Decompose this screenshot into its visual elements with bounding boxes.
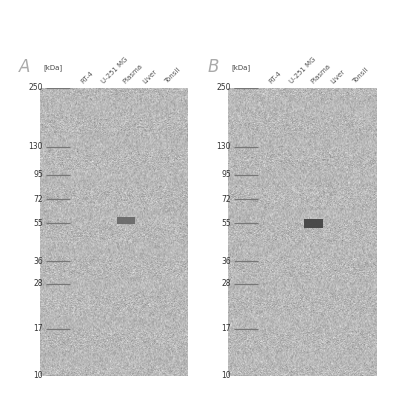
Text: U-251 MG: U-251 MG	[289, 56, 318, 85]
Text: 130: 130	[216, 142, 231, 151]
Text: 17: 17	[33, 324, 43, 333]
Text: 130: 130	[28, 142, 43, 151]
Text: 36: 36	[221, 257, 231, 266]
Text: A: A	[19, 58, 31, 76]
Text: [kDa]: [kDa]	[231, 64, 250, 71]
Text: Tonsil: Tonsil	[163, 67, 181, 85]
Text: Tonsil: Tonsil	[351, 67, 369, 85]
Text: Plasma: Plasma	[122, 63, 144, 85]
Text: B: B	[207, 58, 219, 76]
Text: Liver: Liver	[330, 69, 347, 85]
Text: 10: 10	[221, 372, 231, 380]
Text: 250: 250	[216, 84, 231, 92]
Text: RT-4: RT-4	[268, 70, 283, 85]
Bar	[304, 220, 324, 228]
Text: 28: 28	[222, 279, 231, 288]
Text: Plasma: Plasma	[310, 63, 332, 85]
Text: U-251 MG: U-251 MG	[101, 56, 130, 85]
Text: [kDa]: [kDa]	[43, 64, 62, 71]
Text: Liver: Liver	[142, 69, 159, 85]
Bar	[117, 217, 135, 224]
Text: 250: 250	[28, 84, 43, 92]
Text: 72: 72	[221, 195, 231, 204]
Text: 95: 95	[221, 170, 231, 179]
Text: 72: 72	[33, 195, 43, 204]
Text: 55: 55	[33, 219, 43, 228]
Text: 17: 17	[221, 324, 231, 333]
Text: 36: 36	[33, 257, 43, 266]
Text: 10: 10	[33, 372, 43, 380]
Text: 55: 55	[221, 219, 231, 228]
Text: 95: 95	[33, 170, 43, 179]
Text: 28: 28	[34, 279, 43, 288]
Text: RT-4: RT-4	[80, 70, 95, 85]
